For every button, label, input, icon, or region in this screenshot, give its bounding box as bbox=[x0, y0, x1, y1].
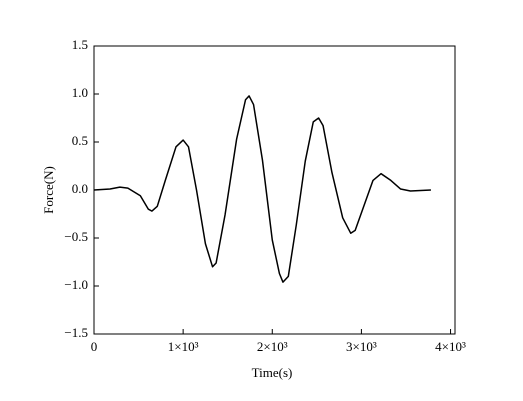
y-tick-label: −0.5 bbox=[64, 229, 88, 244]
y-axis-label: Force(N) bbox=[41, 166, 56, 214]
y-tick-label: 1.5 bbox=[72, 37, 88, 52]
data-line bbox=[93, 95, 431, 283]
x-tick-label: 1×10³ bbox=[168, 339, 199, 354]
y-tick-label: −1.0 bbox=[64, 277, 88, 292]
y-tick-label: 1.0 bbox=[72, 85, 88, 100]
x-tick-label: 0 bbox=[91, 339, 98, 354]
x-axis-label: Time(s) bbox=[252, 365, 293, 380]
y-tick-label: 0.0 bbox=[72, 181, 88, 196]
y-tick-label: −1.5 bbox=[64, 325, 88, 340]
plot-frame bbox=[93, 45, 456, 335]
x-tick-label: 3×10³ bbox=[346, 339, 377, 354]
x-tick-label: 4×10³ bbox=[435, 339, 466, 354]
y-tick-label: 0.5 bbox=[72, 133, 88, 148]
x-tick-label: 2×10³ bbox=[257, 339, 288, 354]
